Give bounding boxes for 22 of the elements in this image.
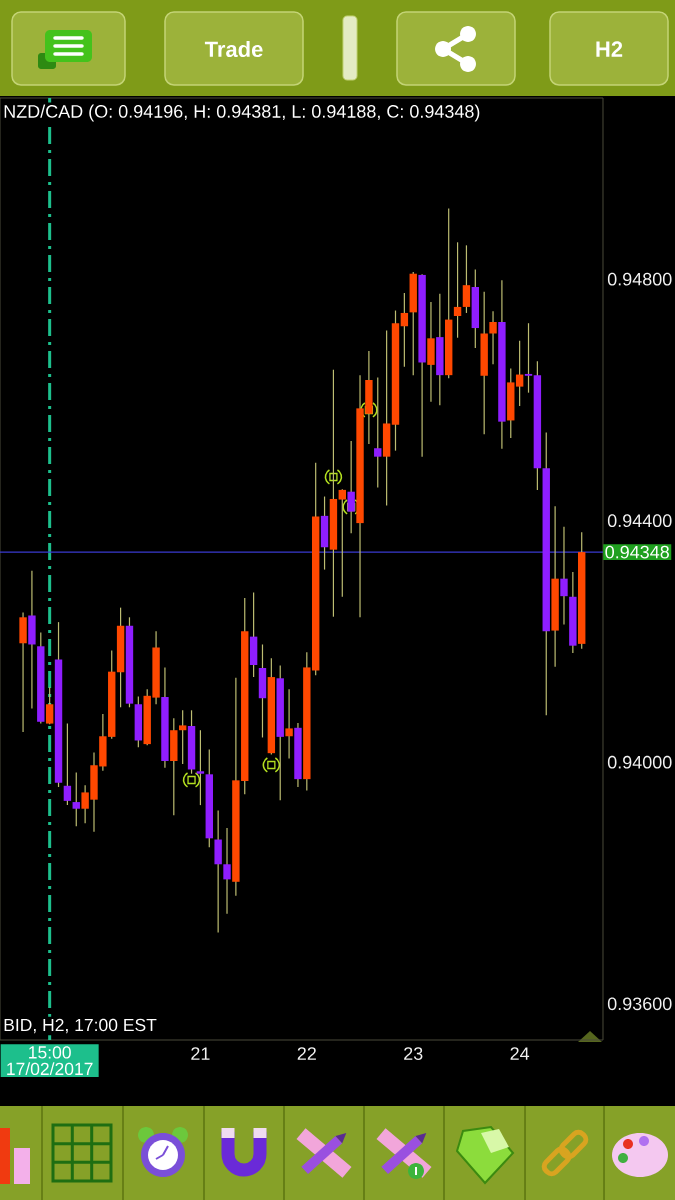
x-tick-label: 24 xyxy=(510,1047,530,1060)
x-tick-label: 15:00 17/02/2017 xyxy=(7,1046,93,1076)
x-tick-label: 22 xyxy=(297,1047,316,1060)
candlestick xyxy=(178,709,187,765)
candlestick xyxy=(63,722,72,806)
candlestick xyxy=(374,376,382,489)
y-tick-label: 0.94400 xyxy=(607,514,672,528)
text: BID, H2, 17:00 EST xyxy=(4,1018,157,1034)
text: H2 xyxy=(596,41,623,57)
y-tick-label: 0.94800 xyxy=(607,272,672,286)
candlestick xyxy=(524,322,533,394)
y-tick-label: 0.93600 xyxy=(607,997,672,1011)
y-tick-label: 0.94000 xyxy=(607,755,672,769)
ref-line-label: 0.94348 xyxy=(605,545,669,559)
candlestick xyxy=(285,688,293,760)
candlestick xyxy=(453,241,462,339)
x-tick-label: 23 xyxy=(404,1047,423,1060)
candlestick xyxy=(515,340,524,407)
x-tick-label: 21 xyxy=(191,1047,210,1060)
text: Trade xyxy=(204,40,263,58)
chart-title: NZD/CAD (O: 0.94196, H: 0.94381, L: 0.94188, C: 0.94348) xyxy=(4,104,480,122)
candlestick xyxy=(72,771,80,827)
